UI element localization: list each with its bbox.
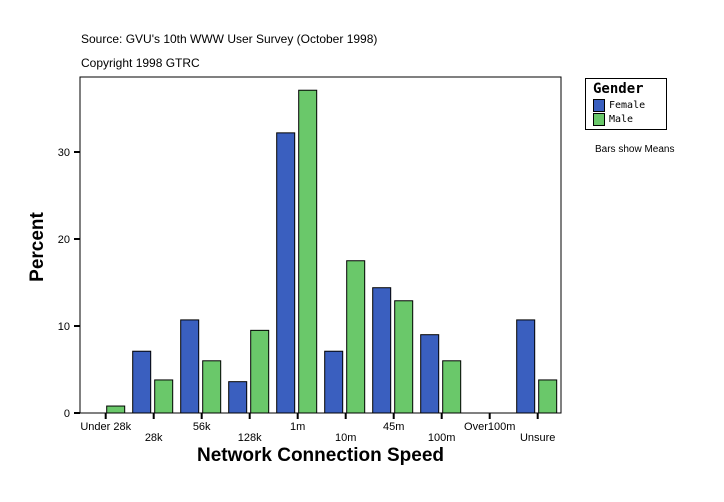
source-text: Source: GVU's 10th WWW User Survey (Octo… (81, 32, 378, 46)
y-axis-label: Percent (27, 212, 48, 282)
bar-male (298, 89, 318, 414)
bar-male (442, 360, 462, 414)
legend: Gender Female Male (585, 78, 667, 130)
plot-area (79, 76, 562, 414)
male-swatch (593, 113, 605, 126)
x-tick-label: 128k (238, 432, 262, 444)
copyright-text: Copyright 1998 GTRC (81, 56, 200, 70)
y-tick-label: 0 (64, 408, 70, 420)
legend-label-female: Female (609, 100, 646, 111)
y-tick-label: 10 (58, 321, 70, 333)
x-tick-label: 56k (193, 421, 211, 433)
y-tick-label: 30 (58, 147, 70, 159)
bars-note: Bars show Means (595, 144, 675, 155)
bar-female (132, 350, 152, 414)
x-tick-label: 45m (383, 421, 404, 433)
bar-male (202, 360, 222, 414)
bar-male (538, 379, 558, 414)
x-tick-label: 28k (145, 432, 163, 444)
x-axis-label: Network Connection Speed (196, 445, 445, 466)
x-tick-label: Over100m (464, 421, 515, 433)
x-tick-label: Unsure (520, 432, 555, 444)
x-tick-label: 1m (290, 421, 305, 433)
x-tick-label: 10m (335, 432, 356, 444)
legend-label-male: Male (609, 114, 634, 125)
bar-female (324, 350, 344, 414)
bar-female (180, 319, 200, 414)
bar-male (106, 405, 126, 414)
bar-female (420, 334, 440, 414)
bar-male (346, 260, 366, 414)
x-tick-label: 100m (428, 432, 456, 444)
legend-title: Gender (593, 81, 644, 97)
bar-female (228, 381, 248, 414)
bar-female (276, 132, 296, 414)
x-tick-label: Under 28k (80, 421, 131, 433)
bar-male (394, 300, 414, 414)
bar-female (372, 287, 392, 414)
legend-item-female: Female (593, 99, 645, 112)
female-swatch (593, 99, 605, 112)
legend-item-male: Male (593, 113, 633, 126)
bar-male (250, 329, 270, 414)
bar-male (154, 379, 174, 414)
y-tick-label: 20 (58, 234, 70, 246)
bar-female (516, 319, 536, 414)
